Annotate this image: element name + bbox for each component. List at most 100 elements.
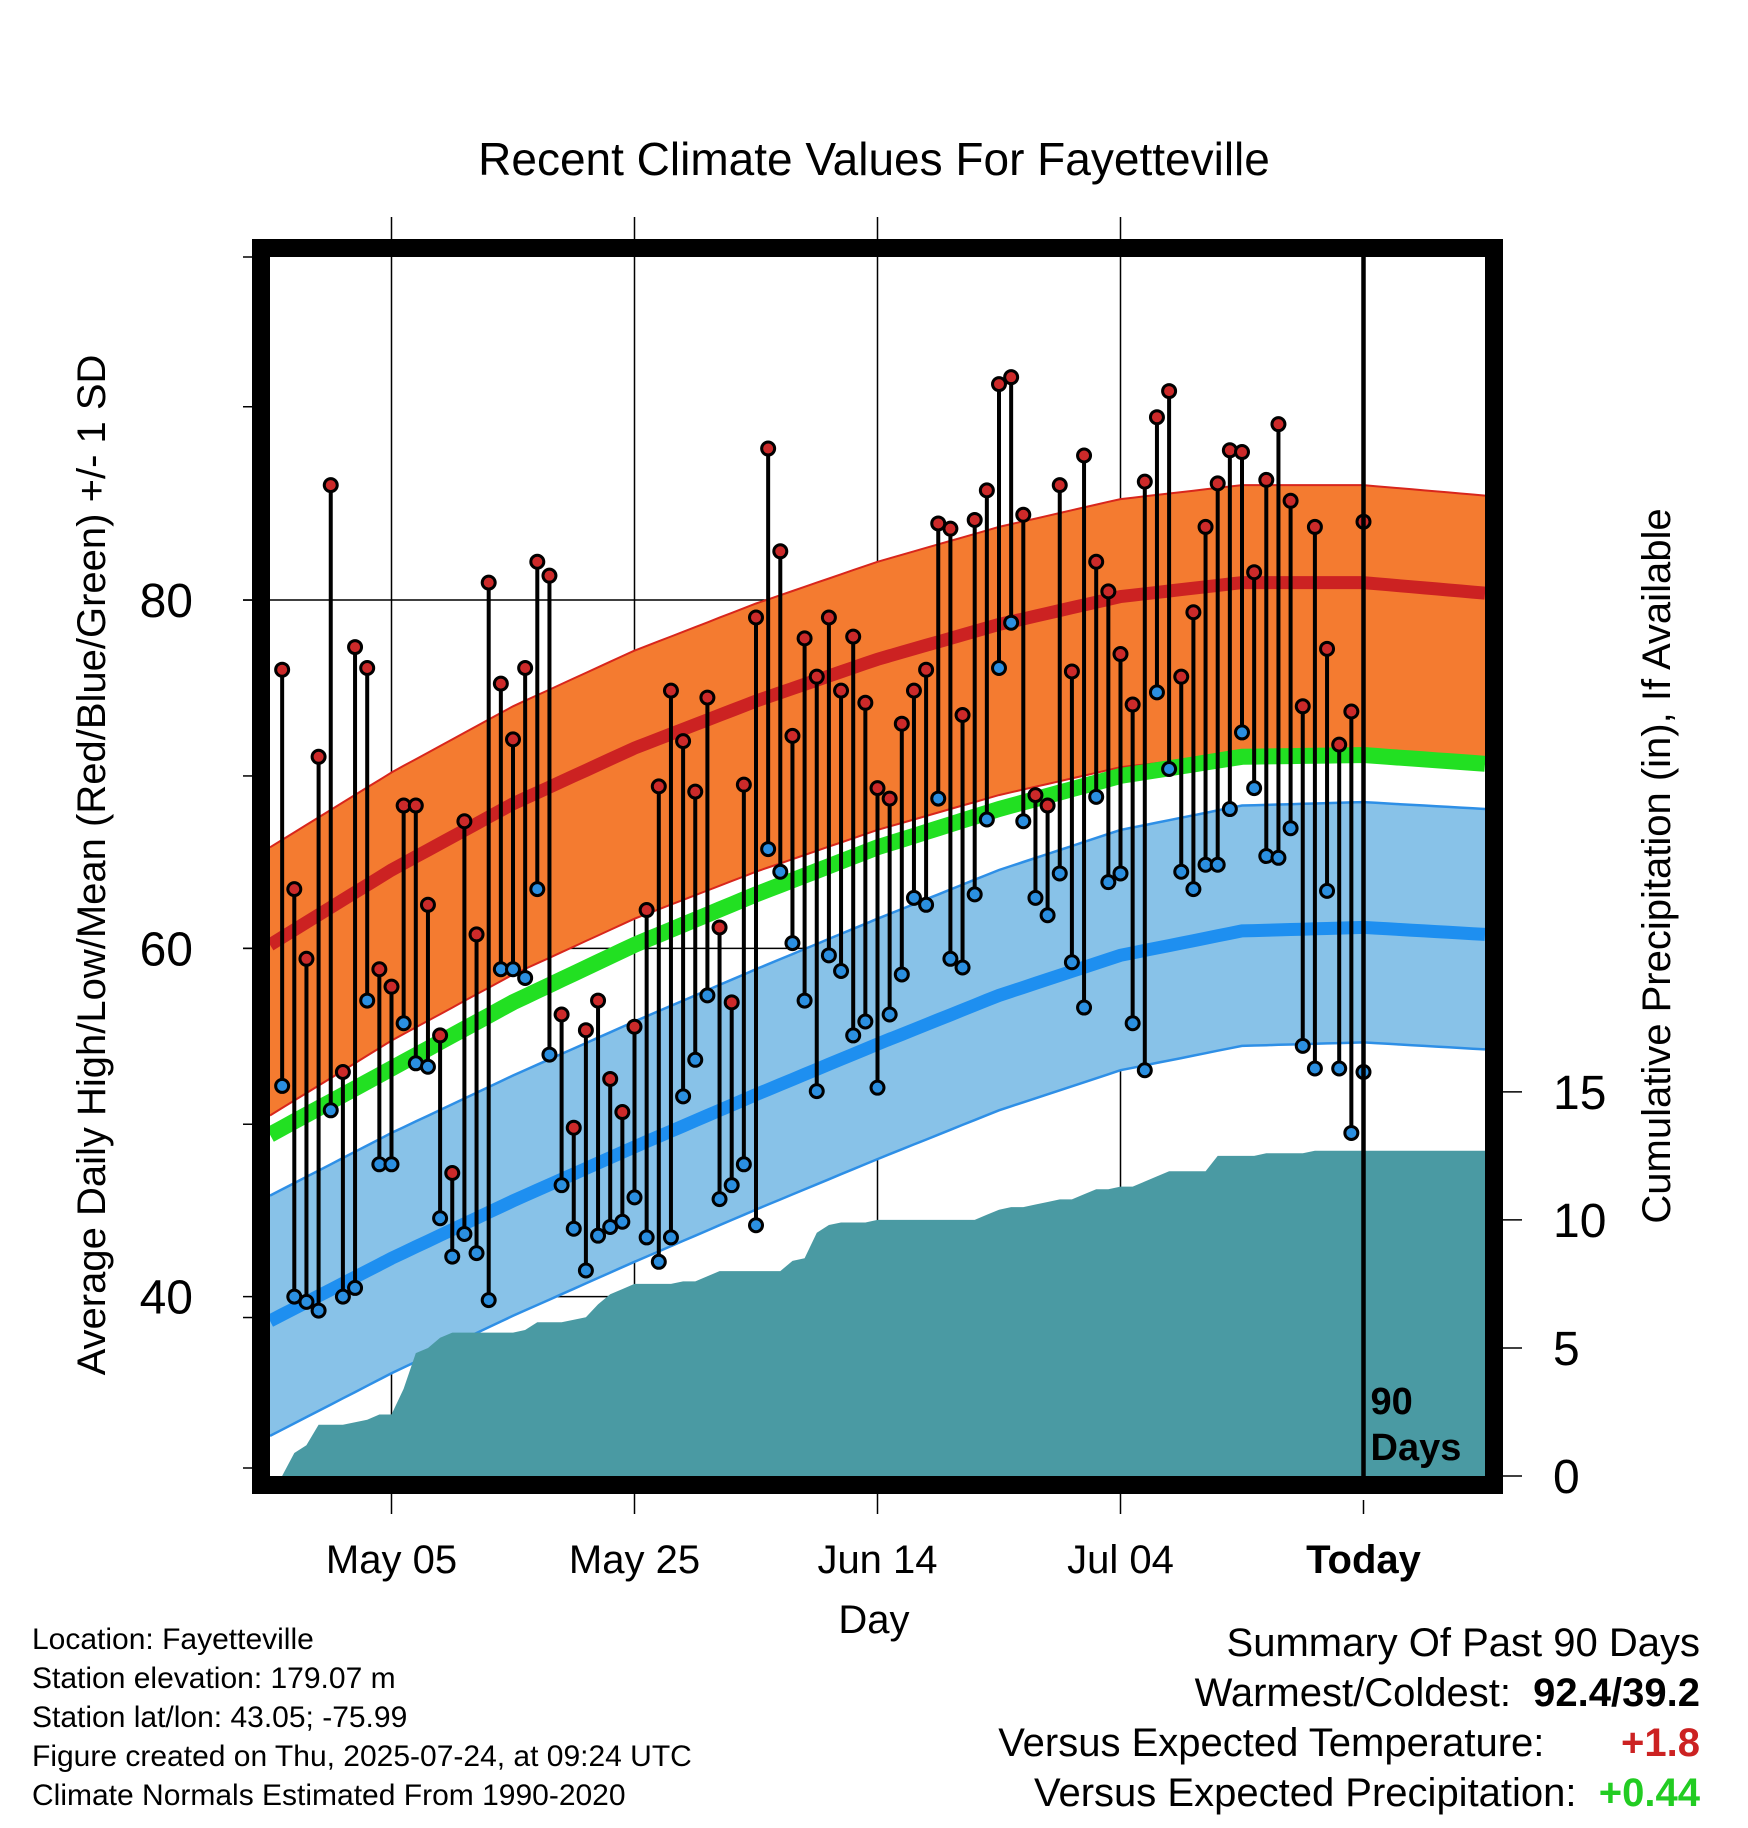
daily-high-point (1331, 736, 1348, 753)
temp-vs-expected-value: +1.8 (1621, 1721, 1700, 1765)
daily-high-point (468, 926, 485, 943)
daily-low-point (1234, 724, 1250, 741)
daily-high-point (298, 950, 315, 967)
daily-low-point (347, 1279, 364, 1296)
daily-low-point (274, 1077, 291, 1094)
y-tick-label: 60 (140, 923, 193, 976)
daily-low-point (1124, 1015, 1141, 1032)
daily-high-point (881, 790, 898, 807)
daily-high-point (760, 440, 777, 457)
daily-high-point (711, 919, 728, 936)
daily-high-point (359, 659, 376, 676)
plot-frame (252, 239, 1503, 1494)
daily-low-point (322, 1102, 339, 1119)
daily-low-point (1282, 820, 1299, 837)
daily-high-point (1027, 787, 1044, 804)
daily-high-point (650, 778, 667, 795)
daily-high-point (1282, 492, 1299, 509)
daily-high-point (905, 682, 922, 699)
daily-high-point (954, 706, 971, 723)
daily-high-point (553, 1006, 570, 1023)
daily-low-point (893, 966, 910, 983)
daily-low-point (1173, 863, 1190, 880)
daily-low-point (918, 896, 935, 913)
daily-high-point (808, 668, 825, 685)
daily-high-point (626, 1018, 643, 1035)
daily-low-point (1343, 1124, 1360, 1141)
x-axis-label: Day (838, 1598, 909, 1642)
daily-low-point (905, 889, 922, 906)
daily-low-point (298, 1293, 315, 1310)
chart-title: Recent Climate Values For Fayetteville (478, 133, 1270, 185)
daily-low-point (675, 1088, 692, 1105)
daily-low-point (1209, 856, 1226, 873)
daily-low-point (881, 1006, 898, 1023)
daily-low-point (359, 992, 376, 1009)
daily-low-point (942, 950, 959, 967)
normal-high-line (266, 576, 1486, 951)
y-tick-label: 80 (140, 575, 193, 628)
precip-area (282, 1150, 1486, 1476)
daily-low-point (480, 1292, 497, 1309)
daily-high-point (492, 675, 509, 692)
daily-low-point (978, 811, 995, 828)
daily-high-point (845, 628, 862, 645)
daily-low-point (1306, 1060, 1323, 1077)
daily-low-point (1112, 865, 1129, 882)
daily-high-point (371, 961, 388, 978)
daily-low-point (772, 863, 789, 880)
daily-high-point (796, 630, 813, 647)
daily-low-point (1294, 1037, 1311, 1054)
daily-low-point (1221, 801, 1238, 818)
x-tick-label: May 25 (569, 1538, 700, 1582)
elevation-text: Station elevation: 179.07 m (32, 1662, 396, 1695)
daily-low-point (991, 659, 1007, 676)
daily-low-point (590, 1227, 607, 1244)
daily-high-point (675, 733, 692, 750)
daily-low-point (432, 1210, 449, 1227)
daily-high-point (1258, 471, 1275, 488)
daily-low-point (638, 1229, 655, 1246)
daily-low-point (650, 1253, 667, 1270)
daily-low-point (820, 947, 837, 964)
daily-low-point (456, 1225, 473, 1242)
daily-low-point (808, 1083, 825, 1100)
daily-low-point (541, 1046, 558, 1063)
daily-high-point (1319, 640, 1336, 657)
daily-low-point (444, 1248, 461, 1265)
warmest-coldest-value: 92.4/39.2 (1533, 1671, 1700, 1715)
daily-high-point (966, 511, 983, 528)
daily-high-point (1039, 797, 1056, 814)
daily-low-point (1076, 999, 1093, 1016)
warmest-coldest-label: Warmest/Coldest: (1194, 1671, 1511, 1715)
daily-high-point (310, 748, 327, 765)
temp-vs-expected-row: Versus Expected Temperature: +1.8 (998, 1718, 1700, 1768)
daily-low-point (869, 1079, 886, 1096)
daily-low-point (662, 1229, 679, 1246)
daily-low-point (1319, 882, 1336, 899)
daily-low-point (966, 886, 983, 903)
daily-high-point (748, 609, 764, 626)
daily-high-point (1015, 506, 1032, 523)
daily-high-point (432, 1027, 449, 1044)
warmest-coldest-row: Warmest/Coldest: 92.4/39.2 (998, 1668, 1700, 1718)
normal-high-upper-edge (269, 484, 1486, 849)
daily-high-point (723, 994, 740, 1011)
daily-low-point (930, 790, 947, 807)
station-info: Location: Fayetteville Station elevation… (32, 1620, 692, 1815)
daily-high-point (1063, 663, 1080, 680)
temp-vs-expected-label: Versus Expected Temperature: (998, 1721, 1545, 1765)
daily-high-point (662, 682, 679, 699)
daily-high-point (602, 1070, 619, 1087)
x-tick-label: Jun 14 (817, 1538, 937, 1582)
precip-vs-expected-row: Versus Expected Precipitation: +0.44 (998, 1768, 1700, 1818)
daily-low-point (383, 1156, 400, 1173)
y2-tick-label: 5 (1553, 1323, 1580, 1376)
daily-low-point (833, 962, 850, 979)
daily-low-point (857, 1013, 874, 1030)
daily-high-point (942, 520, 959, 537)
latlon-text: Station lat/lon: 43.05; -75.99 (32, 1701, 408, 1734)
daily-high-point (419, 896, 436, 913)
daily-high-point (687, 783, 704, 800)
